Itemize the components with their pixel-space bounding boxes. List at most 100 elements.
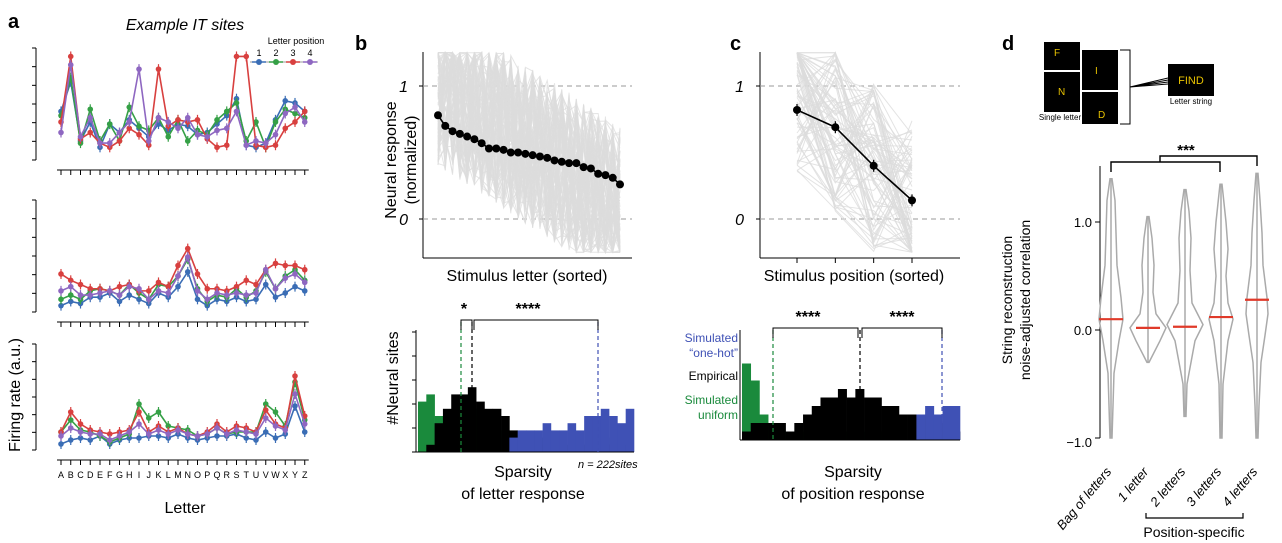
hist-bar-empirical xyxy=(907,414,917,440)
hist-bar-empirical xyxy=(476,401,485,452)
background-trace xyxy=(796,109,913,181)
panel-d-violin-plot xyxy=(1095,155,1269,439)
violin-2 xyxy=(1129,215,1167,364)
background-trace xyxy=(796,109,913,253)
x-tick-label: R xyxy=(224,470,231,480)
panel-d-sig: *** xyxy=(1177,142,1195,159)
series-1-point xyxy=(272,435,279,441)
series-2-point xyxy=(136,123,142,129)
mean-line xyxy=(796,109,913,201)
panel-b-ylabel-2: (normalized) xyxy=(403,116,420,205)
series-3-point xyxy=(175,262,181,269)
hist-bar-simulated-uniform xyxy=(418,401,427,452)
series-4-point xyxy=(87,114,94,121)
series-3-point xyxy=(67,53,74,60)
hist-bar-empirical xyxy=(759,423,769,440)
hist-bar-empirical xyxy=(846,397,856,440)
series-4-point xyxy=(282,427,289,433)
hist-bar-empirical xyxy=(492,408,502,452)
hist-bar-simulated-one-hot xyxy=(925,406,935,440)
mean-point xyxy=(528,151,537,160)
hist-bar-empirical xyxy=(434,423,444,452)
series-4-point xyxy=(126,283,133,290)
series-2-point xyxy=(272,119,279,125)
series-1-point xyxy=(58,441,64,447)
series-1-point xyxy=(126,292,133,298)
x-tick-label: J xyxy=(147,470,152,480)
series-1-point xyxy=(155,433,162,439)
x-tick-label: O xyxy=(194,470,201,480)
panel-c-histogram xyxy=(739,327,961,441)
mean-point xyxy=(470,135,479,144)
series-4-point xyxy=(116,292,123,298)
series-2-point xyxy=(214,117,220,123)
x-tick-label: E xyxy=(97,470,103,480)
series-4-point xyxy=(204,133,211,140)
legend-marker-4 xyxy=(307,59,313,65)
series-4-point xyxy=(253,138,259,144)
x-tick-label: H xyxy=(126,470,133,480)
series-1-point xyxy=(282,290,289,296)
series-3-point xyxy=(116,138,123,144)
series-4-point xyxy=(116,433,123,439)
series-4-point xyxy=(77,292,84,298)
category-2-letters: 2 letters xyxy=(1146,464,1188,510)
schematic-connector xyxy=(1120,49,1169,125)
series-4-point xyxy=(223,431,230,437)
hist-bar-empirical xyxy=(829,397,839,440)
hist-bar-empirical xyxy=(864,397,874,440)
series-1-point xyxy=(194,296,201,303)
series-4-point xyxy=(184,254,191,260)
category-3-letters: 3 letters xyxy=(1183,464,1225,509)
series-4-point xyxy=(282,275,289,281)
series-3-point xyxy=(87,129,94,136)
hist-bar-simulated-one-hot xyxy=(559,430,568,452)
hist-bar-simulated-one-hot xyxy=(951,406,961,440)
x-tick-label: B xyxy=(68,470,74,480)
sig-bracket-outer xyxy=(1159,155,1258,166)
background-trace xyxy=(796,52,913,149)
mean-point xyxy=(434,111,442,120)
series-4-point xyxy=(233,290,240,296)
series-4-point xyxy=(87,431,94,437)
x-tick-label: Q xyxy=(213,470,220,480)
panel-b-hist-xlabel-2: of letter response xyxy=(461,486,585,503)
series-3-point xyxy=(194,271,201,277)
hist-bar-simulated-one-hot xyxy=(625,408,635,452)
series-1-point xyxy=(214,433,220,439)
series-4-point xyxy=(282,110,289,117)
series-1-point xyxy=(67,437,74,443)
background-trace xyxy=(796,126,913,253)
panel-a-subplot-2 xyxy=(32,199,309,327)
violin-1 xyxy=(1098,178,1124,439)
series-4-point xyxy=(155,114,162,121)
mean-point xyxy=(492,144,501,153)
series-4-point xyxy=(301,119,308,125)
series-3-point xyxy=(233,53,240,60)
hist-bar-empirical xyxy=(898,414,908,440)
hist-bar-simulated-one-hot xyxy=(942,406,952,440)
series-3-point xyxy=(155,66,162,72)
hist-bar-simulated-one-hot xyxy=(609,416,618,452)
series-1-point xyxy=(262,429,269,435)
background-traces xyxy=(796,50,913,253)
hist-bar-empirical xyxy=(750,423,760,440)
series-4-point xyxy=(223,125,230,132)
panel-b-line-plot xyxy=(419,50,632,259)
hist-bar-empirical xyxy=(811,406,821,440)
series-4-point xyxy=(214,425,220,431)
panel-d-ytick-1: 1.0 xyxy=(1074,215,1092,230)
series-4-point xyxy=(67,425,74,431)
hist-bar-empirical xyxy=(501,416,510,452)
series-3-point xyxy=(77,421,84,427)
series-2-point xyxy=(292,110,298,117)
sig-bracket-2 xyxy=(861,327,943,338)
series-3-point xyxy=(87,285,94,292)
series-3-point xyxy=(67,277,74,284)
x-tick-label: K xyxy=(155,470,161,480)
mean-point xyxy=(601,171,610,180)
legend-marker-1 xyxy=(256,59,262,65)
background-trace xyxy=(796,52,913,216)
series-4-point xyxy=(292,391,298,397)
series-3-point xyxy=(272,142,279,149)
